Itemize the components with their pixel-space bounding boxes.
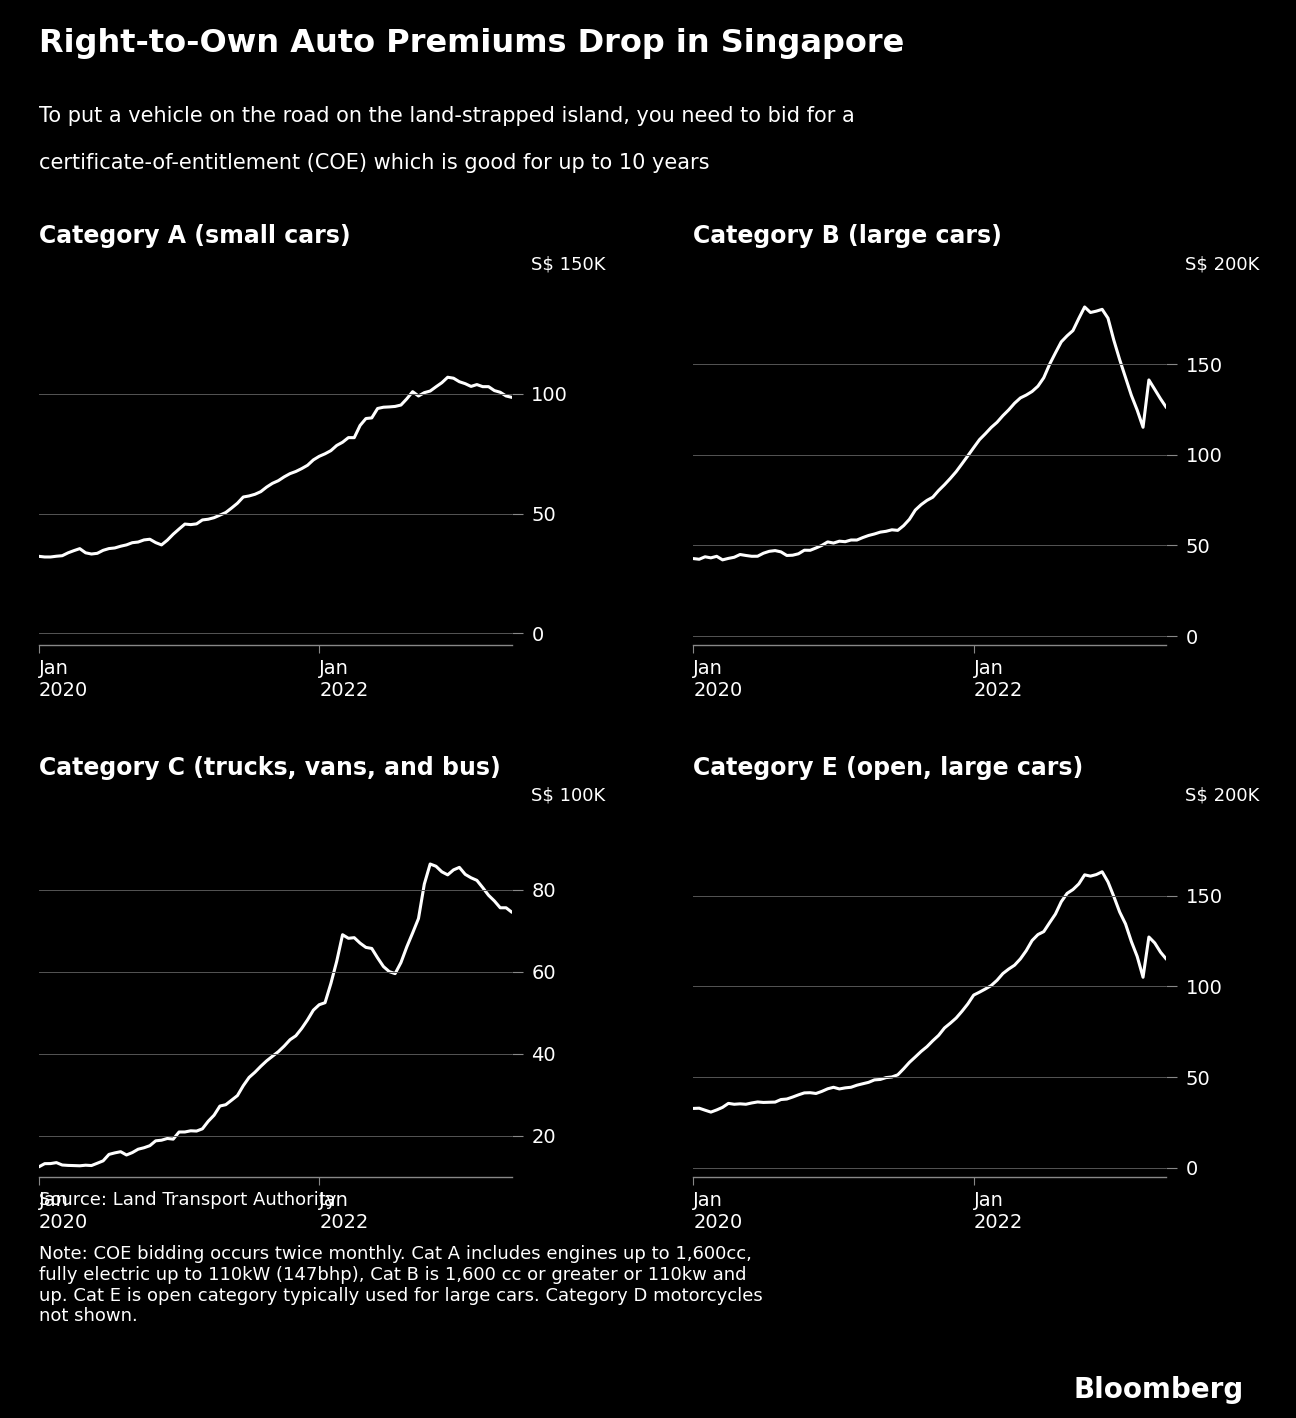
- Text: Category C (trucks, vans, and bus): Category C (trucks, vans, and bus): [39, 756, 500, 780]
- Text: Note: COE bidding occurs twice monthly. Cat A includes engines up to 1,600cc,
fu: Note: COE bidding occurs twice monthly. …: [39, 1245, 762, 1326]
- Text: S$ 200K: S$ 200K: [1186, 255, 1260, 274]
- Text: S$ 150K: S$ 150K: [531, 255, 605, 274]
- Text: Category E (open, large cars): Category E (open, large cars): [693, 756, 1083, 780]
- Text: Category A (small cars): Category A (small cars): [39, 224, 350, 248]
- Text: Right-to-Own Auto Premiums Drop in Singapore: Right-to-Own Auto Premiums Drop in Singa…: [39, 28, 905, 60]
- Text: S$ 200K: S$ 200K: [1186, 787, 1260, 805]
- Text: To put a vehicle on the road on the land-strapped island, you need to bid for a: To put a vehicle on the road on the land…: [39, 106, 854, 126]
- Text: Bloomberg: Bloomberg: [1074, 1375, 1244, 1404]
- Text: Source: Land Transport Authority: Source: Land Transport Authority: [39, 1191, 336, 1210]
- Text: S$ 100K: S$ 100K: [531, 787, 605, 805]
- Text: Category B (large cars): Category B (large cars): [693, 224, 1002, 248]
- Text: certificate-of-entitlement (COE) which is good for up to 10 years: certificate-of-entitlement (COE) which i…: [39, 153, 709, 173]
